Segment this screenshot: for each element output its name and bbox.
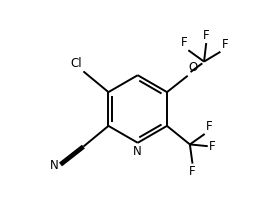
Text: N: N [133, 145, 142, 158]
Text: O: O [189, 61, 198, 74]
Text: F: F [206, 120, 212, 133]
Text: F: F [209, 140, 215, 153]
Text: F: F [180, 36, 187, 49]
Text: N: N [50, 159, 59, 172]
Text: F: F [189, 165, 196, 178]
Text: F: F [203, 29, 209, 42]
Text: Cl: Cl [71, 57, 82, 70]
Text: F: F [221, 38, 228, 51]
